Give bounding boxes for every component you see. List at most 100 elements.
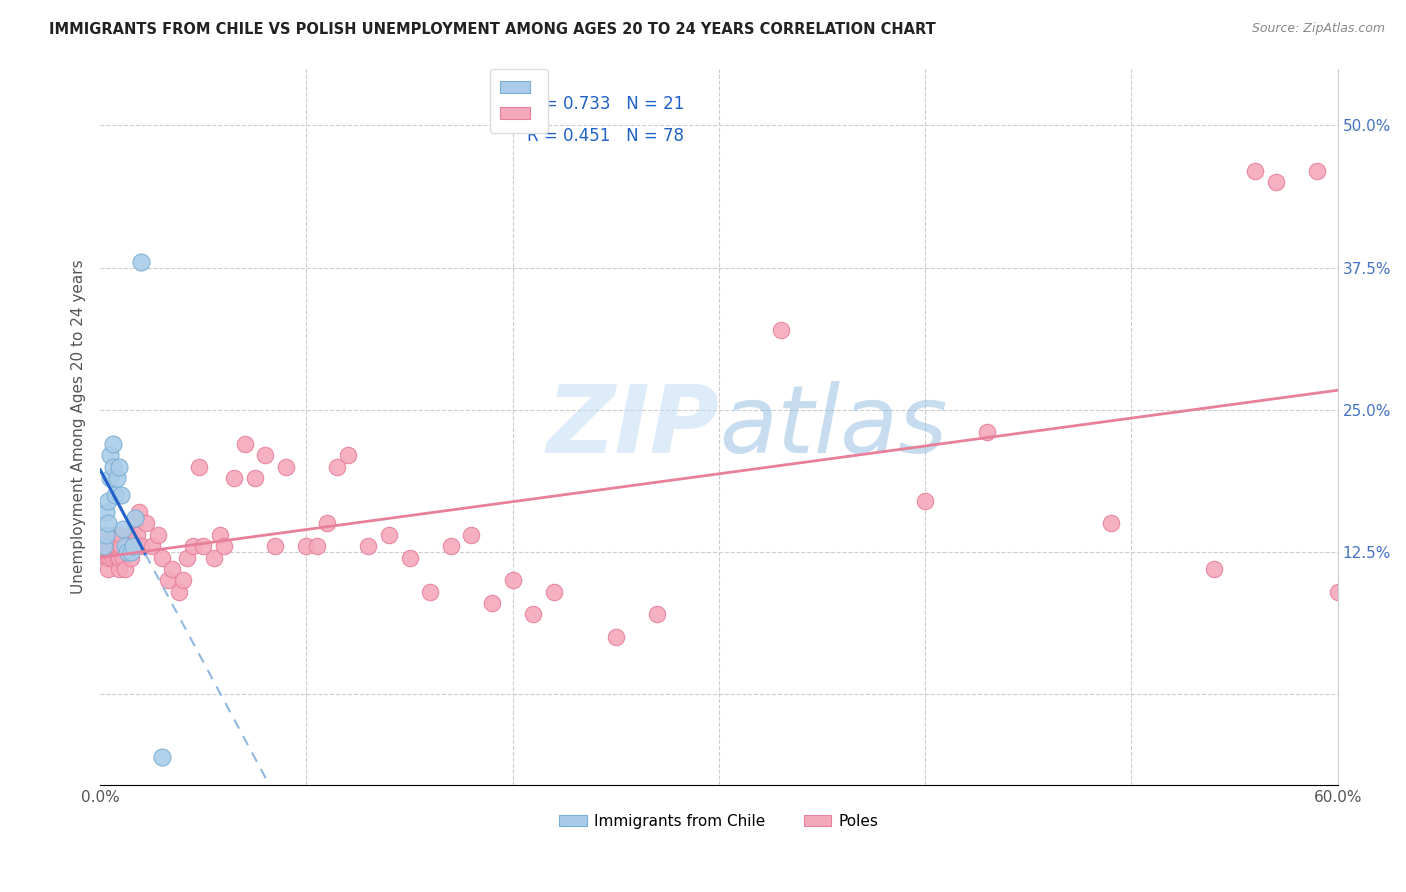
Point (100, 550, 122, 565)
Point (128, 505, 150, 519)
Point (1306, 164, 1329, 178)
Point (100, 539, 122, 553)
Point (326, 459, 349, 474)
Point (101, 539, 124, 553)
Text: IMMIGRANTS FROM CHILE VS POLISH UNEMPLOYMENT AMONG AGES 20 TO 24 YEARS CORRELATI: IMMIGRANTS FROM CHILE VS POLISH UNEMPLOY… (49, 22, 936, 37)
Point (460, 528, 482, 542)
Point (167, 584, 190, 599)
Point (122, 539, 145, 553)
Point (96, 505, 118, 519)
Point (305, 539, 328, 553)
Point (101, 550, 124, 565)
Point (769, 323, 792, 337)
Point (316, 516, 339, 531)
Point (103, 539, 125, 553)
Text: Source: ZipAtlas.com: Source: ZipAtlas.com (1251, 22, 1385, 36)
Point (522, 607, 544, 622)
Point (146, 528, 169, 542)
Point (96, 539, 118, 553)
Text: R = 0.733   N = 21: R = 0.733 N = 21 (527, 95, 685, 113)
Point (645, 607, 668, 622)
Point (100, 545, 122, 559)
Point (120, 550, 142, 565)
Point (105, 471, 128, 485)
Point (208, 528, 231, 542)
Point (124, 510, 146, 524)
Point (295, 539, 318, 553)
Point (101, 437, 124, 451)
Point (114, 539, 136, 553)
Point (96, 528, 118, 542)
Point (1202, 562, 1225, 576)
Point (97, 493, 120, 508)
Point (212, 539, 235, 553)
Point (107, 562, 129, 576)
Point (274, 459, 297, 474)
Point (1099, 516, 1122, 531)
Point (122, 539, 145, 553)
Point (127, 528, 149, 542)
Point (110, 539, 132, 553)
Point (105, 539, 128, 553)
Point (134, 516, 156, 531)
Point (1244, 164, 1267, 178)
Point (100, 448, 122, 462)
Point (224, 471, 246, 485)
Point (97, 550, 120, 565)
Y-axis label: Unemployment Among Ages 20 to 24 years: Unemployment Among Ages 20 to 24 years (72, 260, 86, 594)
Point (111, 550, 134, 565)
Point (914, 493, 936, 508)
Point (101, 459, 124, 474)
Point (105, 550, 128, 565)
Point (131, 539, 153, 553)
Point (188, 459, 211, 474)
Point (131, 255, 153, 269)
Point (93, 539, 115, 553)
Point (115, 539, 138, 553)
Point (440, 539, 463, 553)
Point (115, 545, 138, 559)
Point (1326, 584, 1348, 599)
Point (103, 488, 125, 502)
Point (976, 425, 998, 440)
Point (150, 550, 173, 565)
Point (254, 448, 277, 462)
Point (120, 545, 142, 559)
Point (264, 539, 287, 553)
Point (97, 516, 120, 531)
Point (243, 471, 266, 485)
Text: atlas: atlas (718, 381, 948, 472)
Point (97, 539, 120, 553)
Legend: Immigrants from Chile, Poles: Immigrants from Chile, Poles (553, 807, 884, 835)
Point (398, 550, 420, 565)
Point (110, 528, 132, 542)
Point (124, 516, 146, 531)
Point (114, 562, 136, 576)
Point (141, 539, 163, 553)
Point (150, 749, 173, 764)
Point (193, 539, 215, 553)
Point (357, 539, 380, 553)
Point (481, 596, 503, 610)
Point (96, 550, 118, 565)
Point (103, 528, 125, 542)
Point (96, 528, 118, 542)
Point (378, 528, 401, 542)
Point (172, 574, 194, 588)
Point (1264, 175, 1286, 189)
Point (181, 539, 204, 553)
Point (202, 550, 225, 565)
Point (543, 584, 565, 599)
Point (120, 528, 142, 542)
Point (110, 488, 132, 502)
Point (336, 448, 359, 462)
Point (93, 539, 115, 553)
Point (233, 437, 256, 451)
Point (162, 562, 184, 576)
Point (176, 550, 198, 565)
Point (107, 550, 129, 565)
Point (97, 562, 120, 576)
Point (111, 522, 134, 536)
Point (502, 574, 524, 588)
Point (107, 459, 129, 474)
